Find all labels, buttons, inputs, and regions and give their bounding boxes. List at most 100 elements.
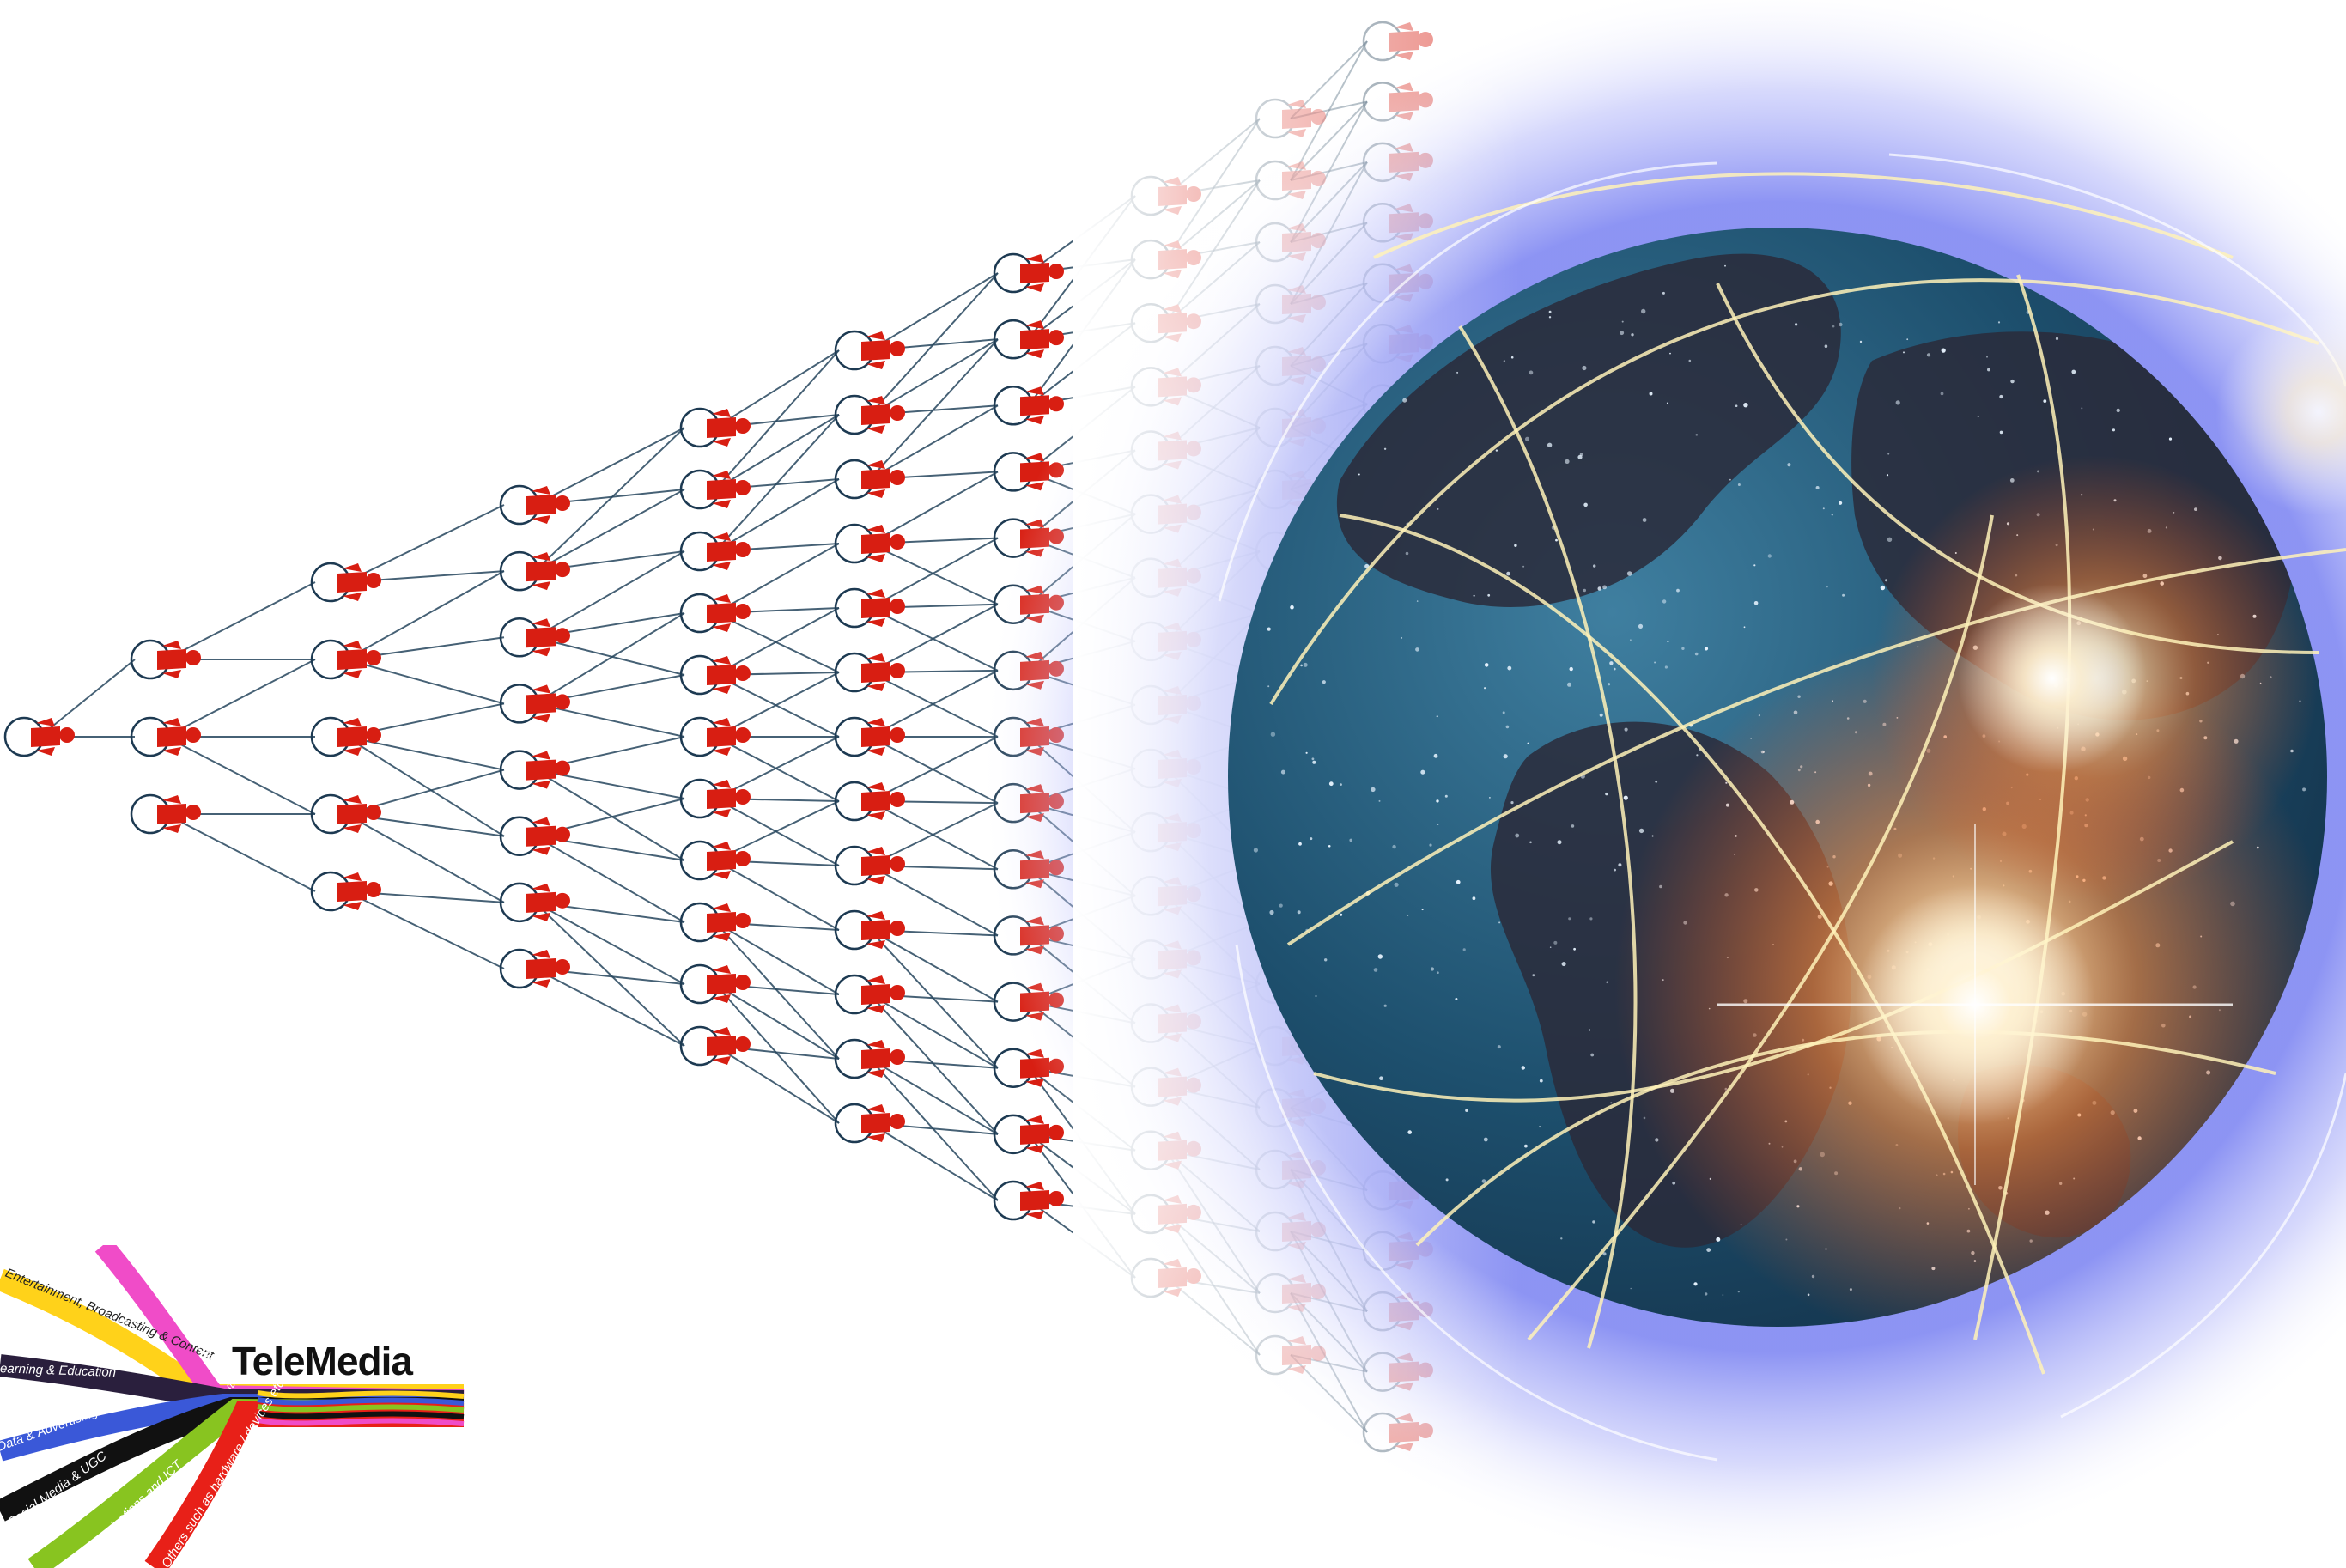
person-node — [993, 319, 1064, 360]
person-head — [1048, 1191, 1064, 1206]
city-light — [1521, 1066, 1526, 1070]
city-light — [1484, 663, 1489, 667]
person-body — [157, 795, 186, 833]
city-light — [1514, 544, 1517, 547]
person-body — [157, 718, 186, 756]
network-link — [714, 414, 840, 552]
network-link — [534, 835, 685, 923]
person-node — [834, 394, 905, 435]
city-light — [1842, 593, 1845, 597]
person-body — [861, 1040, 890, 1078]
person-head — [366, 650, 381, 665]
person-node — [310, 562, 381, 603]
person-node — [834, 909, 905, 951]
city-light — [1495, 449, 1498, 452]
person-body — [157, 641, 186, 678]
person-node — [130, 793, 201, 835]
city-light — [1548, 310, 1552, 313]
city-light — [1624, 727, 1628, 732]
city-light — [1527, 742, 1529, 744]
person-body — [861, 782, 890, 820]
city-light — [1437, 824, 1439, 825]
city-light — [1548, 316, 1552, 319]
city-light — [2302, 787, 2306, 792]
person-body — [861, 331, 890, 369]
city-light — [1529, 370, 1534, 375]
person-node — [679, 654, 751, 696]
network-link — [714, 478, 840, 552]
person-head — [890, 727, 905, 743]
city-light — [1999, 430, 2003, 435]
city-light — [1290, 605, 1294, 610]
network-link — [534, 901, 685, 985]
logo-ribbon — [0, 1397, 464, 1522]
network-link — [345, 659, 505, 705]
person-body — [31, 718, 60, 756]
person-head — [890, 1114, 905, 1129]
city-light — [1735, 404, 1738, 408]
city-light — [1688, 359, 1692, 362]
network-link — [869, 994, 999, 1069]
logo-wordmark: TeleMedia — [232, 1339, 413, 1383]
city-light — [1743, 626, 1746, 629]
network-link — [869, 736, 999, 802]
person-node — [834, 523, 905, 564]
city-light — [1430, 967, 1435, 971]
city-light — [1416, 600, 1419, 602]
person-body — [337, 872, 367, 910]
person-node — [834, 974, 905, 1015]
person-head — [735, 665, 751, 681]
city-light — [1999, 394, 2003, 399]
city-light — [1279, 903, 1283, 908]
city-light — [1456, 879, 1461, 884]
network-link — [714, 349, 840, 490]
city-light — [1462, 948, 1466, 951]
city-light — [1437, 507, 1439, 510]
city-light — [1571, 824, 1575, 828]
city-light — [1824, 344, 1828, 349]
city-light — [1280, 769, 1285, 775]
person-head — [366, 805, 381, 820]
person-node — [679, 902, 751, 943]
network-link — [869, 865, 999, 937]
city-light — [1529, 841, 1532, 844]
network-link — [869, 802, 999, 866]
person-node — [3, 716, 75, 757]
city-light — [1641, 308, 1646, 314]
city-light — [1522, 565, 1525, 568]
city-light — [1655, 780, 1658, 783]
person-head — [555, 959, 570, 975]
person-body — [1020, 1115, 1049, 1153]
city-light — [1270, 732, 1276, 737]
person-node — [679, 963, 751, 1005]
city-light — [1826, 586, 1828, 588]
network-link — [714, 349, 840, 428]
city-light — [1407, 915, 1409, 916]
city-light — [1614, 667, 1616, 671]
person-body — [1020, 386, 1049, 425]
network-link — [869, 1058, 999, 1135]
city-light — [1436, 715, 1438, 718]
network-link — [714, 983, 840, 1060]
city-light — [1340, 783, 1342, 786]
person-node — [130, 716, 201, 757]
city-light — [1567, 682, 1571, 687]
city-light — [1681, 647, 1685, 650]
person-body — [861, 975, 890, 1013]
connection-arc — [1458, 325, 1638, 1349]
person-head — [735, 418, 751, 434]
network-link — [534, 427, 685, 506]
city-light — [1705, 1292, 1708, 1296]
network-link — [869, 929, 999, 1003]
city-light — [1433, 753, 1438, 758]
logo-braid-strand — [257, 1411, 465, 1419]
city-light — [2055, 337, 2059, 340]
person-node — [993, 1114, 1064, 1155]
person-node — [499, 484, 570, 526]
person-head — [890, 599, 905, 614]
city-light — [1906, 338, 1909, 341]
city-light — [1358, 473, 1360, 476]
city-light — [1503, 754, 1508, 759]
city-light — [1420, 769, 1425, 775]
person-body — [526, 552, 556, 591]
